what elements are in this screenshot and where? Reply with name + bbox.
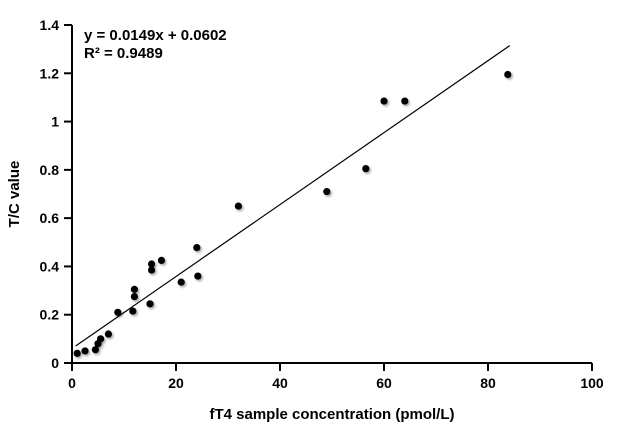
data-point — [97, 335, 105, 343]
data-point — [401, 97, 409, 105]
data-point — [147, 266, 156, 274]
y-axis-tick-label: 0 — [51, 355, 59, 371]
y-axis-tick-label: 1 — [51, 114, 59, 130]
data-point — [130, 293, 138, 301]
trend-layer — [75, 45, 511, 347]
y-axis-tick-label: 0.4 — [40, 258, 60, 274]
data-point — [323, 187, 331, 196]
y-axis-tick-label: 1.4 — [40, 17, 60, 33]
data-point — [362, 165, 370, 173]
x-axis-tick-label: 0 — [68, 375, 76, 391]
data-point — [193, 243, 201, 252]
y-axis-title: T/C value — [6, 161, 23, 228]
y-axis-tick-label: 1.2 — [40, 65, 60, 81]
axis-spine — [71, 25, 592, 364]
data-point — [177, 278, 185, 286]
y-axis-tick-label: 0.6 — [40, 210, 60, 226]
data-point — [91, 346, 99, 354]
data-point — [114, 308, 122, 316]
data-point — [104, 330, 112, 338]
data-point — [146, 300, 154, 308]
data-point — [380, 97, 388, 105]
x-axis-tick-label: 20 — [168, 375, 184, 391]
x-axis-tick-label: 40 — [272, 375, 288, 391]
data-point — [129, 307, 137, 315]
x-axis-title: fT4 sample concentration (pmol/L) — [209, 406, 454, 423]
x-axis-tick-label: 60 — [376, 375, 392, 391]
data-point — [130, 285, 138, 293]
trendline-equation-label: y = 0.0149x + 0.0602 — [84, 27, 227, 44]
data-points-layer — [73, 70, 512, 357]
data-point — [147, 260, 156, 268]
trendline-r2-label: R² = 0.9489 — [84, 45, 163, 62]
data-point — [81, 347, 89, 355]
axes-layer: 0 0.2 0.4 0.6 0.8 1 1.2 1.4 0 20 40 60 80 100 — [40, 17, 604, 391]
x-axis-tick-label: 80 — [480, 375, 496, 391]
trend-line — [75, 45, 511, 347]
data-point — [73, 349, 81, 357]
data-point — [234, 202, 242, 210]
y-axis-tick-label: 0.8 — [40, 162, 60, 178]
data-point — [194, 272, 202, 280]
y-axis-tick-label: 0.2 — [40, 307, 60, 323]
x-axis-tick-label: 100 — [580, 375, 604, 391]
data-point — [157, 256, 166, 264]
data-point — [504, 70, 512, 79]
